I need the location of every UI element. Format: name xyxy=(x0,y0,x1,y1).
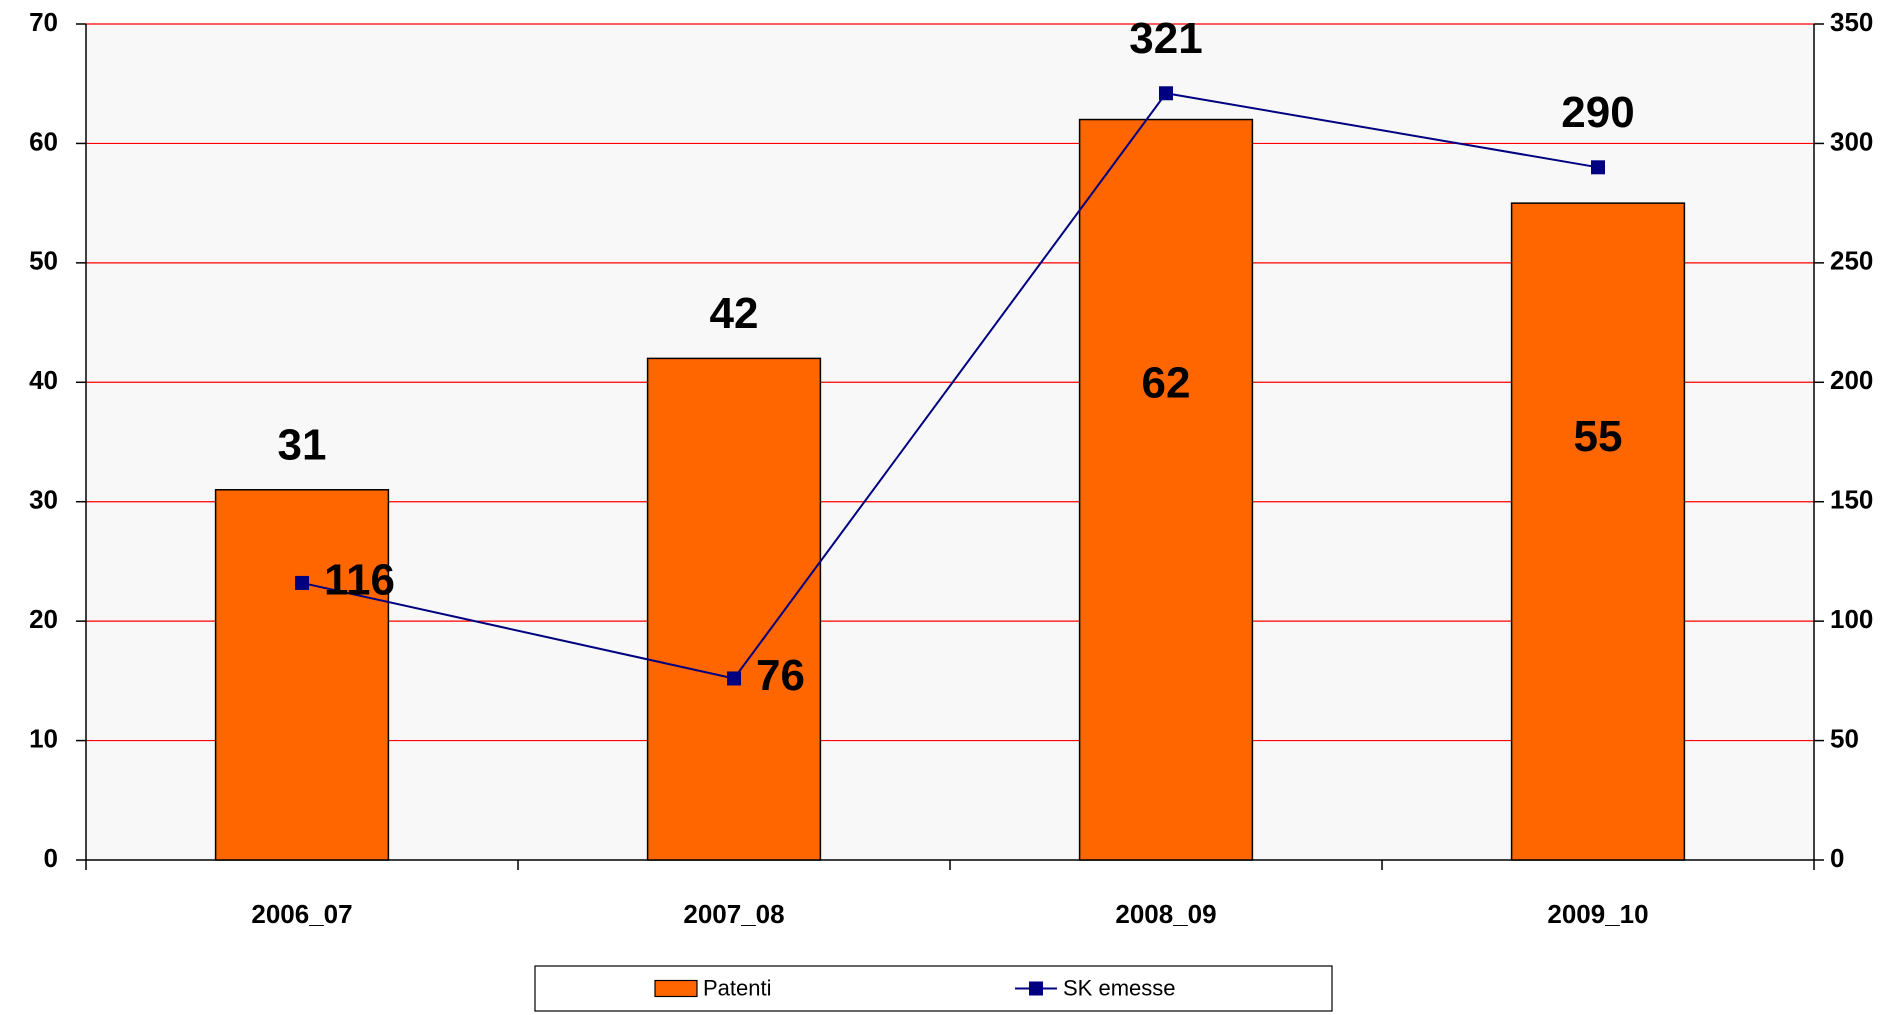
y2-tick-label: 0 xyxy=(1830,843,1844,873)
page: 0 10 20 30 40 50 60 70 0 50 100 150 200 250 300 350 2006… xyxy=(0,0,1904,1015)
y-tick-label: 50 xyxy=(29,246,58,276)
y-tick-label: 30 xyxy=(29,485,58,515)
legend-swatch xyxy=(655,981,697,997)
y2-tick-label: 100 xyxy=(1830,604,1873,634)
legend-label: Patenti xyxy=(703,975,772,1000)
y-tick-label: 40 xyxy=(29,365,58,395)
y2-tick-label: 250 xyxy=(1830,246,1873,276)
y-tick-label: 20 xyxy=(29,604,58,634)
marker xyxy=(295,576,309,590)
bar xyxy=(648,358,821,860)
data-label: 42 xyxy=(710,289,759,338)
y2-tick-label: 300 xyxy=(1830,126,1873,156)
y-tick-label: 60 xyxy=(29,126,58,156)
legend-label: SK emesse xyxy=(1063,975,1176,1000)
data-label: 31 xyxy=(278,420,327,469)
bar xyxy=(1512,203,1685,860)
x-tick-label: 2008_09 xyxy=(1115,899,1216,929)
y2-tick-label: 200 xyxy=(1830,365,1873,395)
legend-swatch xyxy=(1029,982,1043,996)
chart: 0 10 20 30 40 50 60 70 0 50 100 150 200 250 300 350 2006… xyxy=(0,0,1904,1015)
y-tick-label: 0 xyxy=(44,843,58,873)
marker xyxy=(727,671,741,685)
bar xyxy=(1080,120,1253,860)
y2-tick-label: 350 xyxy=(1830,7,1873,37)
marker xyxy=(1591,160,1605,174)
data-label: 62 xyxy=(1142,359,1191,408)
y2-tick-label: 150 xyxy=(1830,485,1873,515)
data-label: 321 xyxy=(1129,14,1202,63)
data-label: 116 xyxy=(324,556,395,605)
x-tick-label: 2007_08 xyxy=(683,899,784,929)
data-label: 76 xyxy=(756,651,805,700)
y-tick-label: 70 xyxy=(29,7,58,37)
x-tick-label: 2006_07 xyxy=(251,899,352,929)
marker xyxy=(1159,86,1173,100)
bar xyxy=(216,490,389,860)
y-tick-label: 10 xyxy=(29,723,58,753)
x-tick-label: 2009_10 xyxy=(1547,899,1648,929)
y2-tick-label: 50 xyxy=(1830,723,1859,753)
data-label: 290 xyxy=(1561,88,1634,137)
data-label: 55 xyxy=(1574,412,1623,461)
